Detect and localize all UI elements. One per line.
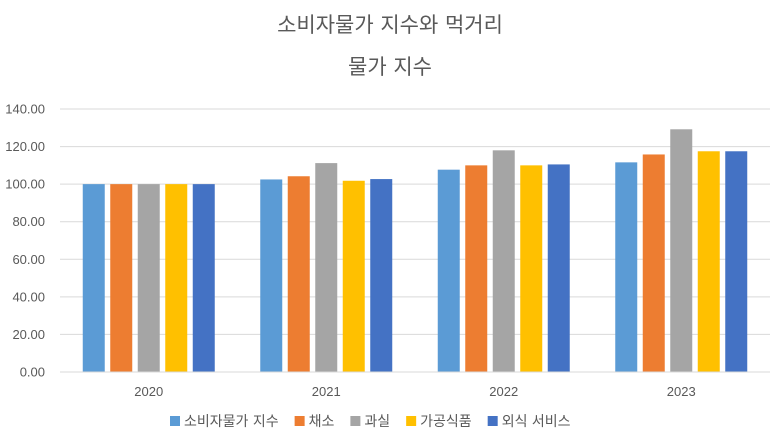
bar xyxy=(287,176,310,372)
bar xyxy=(192,184,215,372)
legend-label: 외식 서비스 xyxy=(502,414,571,430)
bar xyxy=(547,164,570,372)
legend-swatch xyxy=(406,416,417,426)
legend-label: 가공식품 xyxy=(420,414,472,430)
y-tick-label: 40.00 xyxy=(12,289,45,304)
bar xyxy=(260,179,283,372)
x-tick-label: 2020 xyxy=(134,384,163,399)
bar xyxy=(437,169,460,372)
bar xyxy=(110,184,133,372)
y-tick-label: 60.00 xyxy=(12,252,45,267)
y-tick-label: 0.00 xyxy=(20,365,45,380)
bar xyxy=(370,179,393,372)
x-tick-label: 2023 xyxy=(667,384,696,399)
bar xyxy=(492,150,515,372)
chart-title-line-2: 물가 지수 xyxy=(348,55,432,79)
legend-label: 채소 xyxy=(309,414,335,430)
legend-swatch xyxy=(294,416,305,426)
legend-label: 소비자물가 지수 xyxy=(184,414,279,430)
bar xyxy=(465,165,488,372)
x-axis-tick-labels: 2020 2021 2022 2023 xyxy=(134,384,695,399)
bar xyxy=(342,180,365,372)
bar xyxy=(315,163,338,372)
legend-swatch xyxy=(170,416,180,426)
bar xyxy=(165,184,188,372)
bar xyxy=(82,184,105,372)
y-tick-label: 120.00 xyxy=(5,139,45,154)
y-tick-label: 20.00 xyxy=(12,327,45,342)
bars xyxy=(82,129,748,372)
bar xyxy=(725,151,748,372)
bar xyxy=(670,129,693,372)
x-tick-label: 2021 xyxy=(312,384,341,399)
legend-label: 과실 xyxy=(364,414,390,430)
y-axis-tick-labels: 0.00 20.00 40.00 60.00 80.00 100.00 120.00 140.… xyxy=(5,102,45,380)
y-tick-label: 100.00 xyxy=(5,177,45,192)
legend-swatch xyxy=(350,416,361,426)
chart-title-line-1: 소비자물가 지수와 먹거리 xyxy=(277,13,503,37)
y-tick-label: 140.00 xyxy=(5,102,45,117)
bar xyxy=(520,165,543,372)
bar xyxy=(642,154,665,372)
bar xyxy=(615,162,638,372)
bar xyxy=(137,184,160,372)
y-tick-label: 80.00 xyxy=(12,214,45,229)
legend: 소비자물가 지수 채소 과실 가공식품 외식 서비스 xyxy=(170,414,571,430)
bar xyxy=(697,151,720,372)
legend-swatch xyxy=(487,416,498,426)
x-tick-label: 2022 xyxy=(489,384,518,399)
